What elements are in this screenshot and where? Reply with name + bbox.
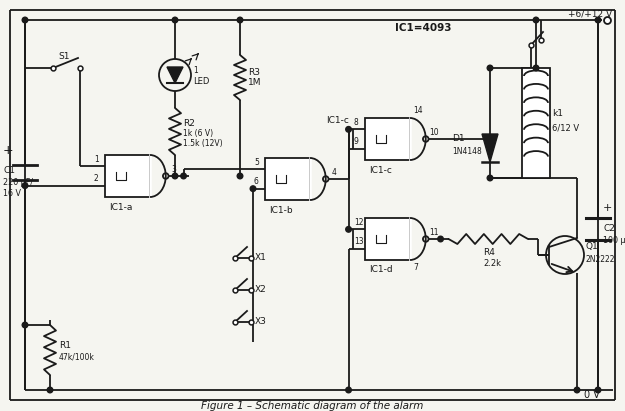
Text: 220 μF/: 220 μF/ — [3, 178, 33, 187]
Text: Figure 1 – Schematic diagram of the alarm: Figure 1 – Schematic diagram of the alar… — [201, 401, 423, 411]
Text: IC1-a: IC1-a — [109, 203, 132, 212]
Text: IC1=4093: IC1=4093 — [395, 23, 451, 33]
Text: +: + — [3, 143, 14, 157]
Text: LED: LED — [193, 76, 209, 85]
Text: +: + — [603, 203, 612, 213]
Text: 100 μF: 100 μF — [603, 236, 625, 245]
Text: 6/12 V: 6/12 V — [552, 123, 579, 132]
Circle shape — [488, 65, 492, 71]
Text: 6: 6 — [254, 177, 259, 186]
Text: 1: 1 — [94, 155, 99, 164]
Bar — [365, 218, 410, 260]
Text: IC1-c: IC1-c — [369, 166, 392, 175]
Text: 2.2k: 2.2k — [483, 259, 501, 268]
Circle shape — [438, 236, 443, 242]
Text: 16 V: 16 V — [3, 189, 21, 198]
Text: 1M: 1M — [248, 78, 261, 86]
Circle shape — [22, 17, 28, 23]
Bar — [105, 155, 150, 197]
Text: 8: 8 — [354, 118, 359, 127]
Text: 2: 2 — [94, 174, 99, 183]
Text: C2: C2 — [603, 224, 615, 233]
Text: 1: 1 — [193, 65, 198, 74]
Text: R1: R1 — [59, 340, 71, 349]
Text: 1.5k (12V): 1.5k (12V) — [183, 139, 222, 148]
Circle shape — [238, 17, 242, 23]
Text: 11: 11 — [429, 228, 439, 236]
Text: 14: 14 — [413, 106, 422, 115]
Text: 1k (6 V): 1k (6 V) — [183, 129, 213, 138]
Text: 7: 7 — [413, 263, 418, 272]
Text: IC1-b: IC1-b — [269, 206, 292, 215]
Circle shape — [48, 387, 53, 393]
Text: S1: S1 — [58, 51, 69, 60]
Text: X2: X2 — [255, 286, 267, 295]
Bar — [522, 68, 550, 178]
Polygon shape — [167, 67, 183, 83]
Circle shape — [533, 17, 539, 23]
Bar — [365, 118, 410, 160]
Text: 5: 5 — [254, 158, 259, 167]
Circle shape — [181, 173, 186, 179]
Text: D1: D1 — [452, 134, 464, 143]
Text: IC1-c: IC1-c — [326, 115, 349, 125]
Text: 10: 10 — [429, 127, 439, 136]
Text: R4: R4 — [483, 247, 495, 256]
Text: X1: X1 — [255, 254, 267, 263]
Text: +6/+12 V: +6/+12 V — [568, 9, 612, 18]
Circle shape — [346, 127, 351, 132]
Bar — [265, 158, 310, 200]
Circle shape — [173, 17, 178, 23]
Text: C1: C1 — [3, 166, 15, 175]
Circle shape — [488, 175, 492, 181]
Text: 9: 9 — [354, 137, 359, 146]
Text: 47k/100k: 47k/100k — [59, 353, 95, 362]
Text: X3: X3 — [255, 318, 267, 326]
Circle shape — [22, 183, 28, 189]
Text: Q1: Q1 — [586, 242, 599, 250]
Circle shape — [346, 387, 351, 393]
Text: k1: k1 — [552, 109, 563, 118]
Text: 1N4148: 1N4148 — [452, 146, 482, 155]
Text: R3: R3 — [248, 67, 260, 76]
Polygon shape — [482, 134, 498, 162]
Circle shape — [346, 226, 351, 232]
Text: 12: 12 — [354, 218, 364, 227]
Circle shape — [250, 186, 256, 192]
Text: IC1-d: IC1-d — [369, 266, 392, 275]
Circle shape — [595, 17, 601, 23]
Circle shape — [173, 173, 178, 179]
Circle shape — [22, 322, 28, 328]
Text: 13: 13 — [354, 237, 364, 246]
Circle shape — [238, 173, 242, 179]
Text: 3: 3 — [171, 164, 176, 173]
Text: 0 V: 0 V — [584, 390, 600, 400]
Circle shape — [595, 387, 601, 393]
Text: R2: R2 — [183, 118, 195, 127]
Text: 4: 4 — [331, 168, 336, 176]
Circle shape — [574, 387, 580, 393]
Circle shape — [533, 65, 539, 71]
Text: 2N2222: 2N2222 — [586, 254, 616, 263]
